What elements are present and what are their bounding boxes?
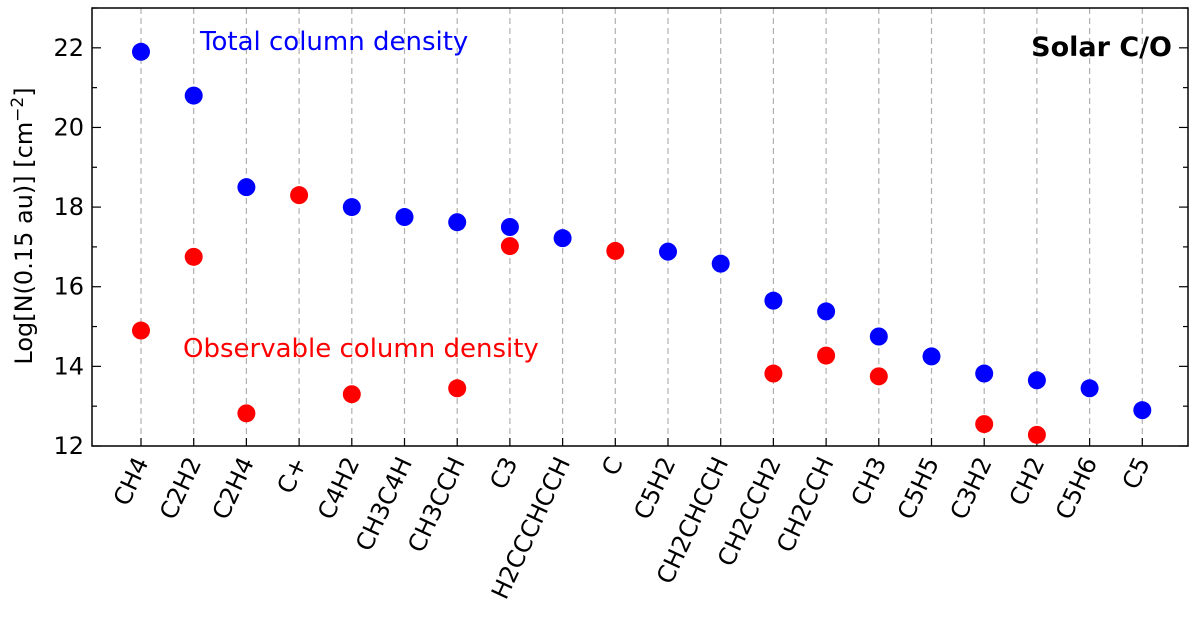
point-observable-ch2cch [817,346,836,365]
y-tick-label-16: 16 [53,273,84,301]
y-tick-label-18: 18 [53,193,84,221]
x-tick-label-c5: C5 [1117,453,1156,494]
point-total-ch3cch [448,213,467,232]
point-observable-c2h4 [237,404,256,423]
point-total-ch4 [132,42,150,61]
x-tick-label-c2h4: C2H4 [207,453,260,524]
point-total-c3 [500,218,519,236]
legend-total-label: Total column density [199,27,468,57]
point-total-ch2cch [817,302,836,321]
point-total-ch2cch2 [764,291,783,310]
x-tick-label-c4h2: C4H2 [312,453,365,524]
point-layer [132,42,1152,444]
point-observable-ch4 [132,321,150,340]
plot-frame [91,7,1189,447]
point-total-c4h2 [342,198,361,217]
x-tick-label-c5h6: C5H6 [1050,453,1103,524]
point-observable-ch3cch [448,379,467,398]
point-observable-c+ [290,186,309,205]
point-total-ch2chcch [711,254,730,273]
x-tick-label-c5h5: C5H5 [892,453,945,524]
point-observable-c4h2 [342,385,361,404]
point-total-ch3 [869,327,888,346]
point-total-c2h4 [237,178,256,197]
point-observable-ch2cch2 [764,364,783,383]
y-axis-title-main: Log[N(0.15 au)] [cm [10,122,38,365]
x-tick-label-ch3: CH3 [846,453,893,510]
point-total-c2h2 [184,86,203,105]
y-axis-title: Log[N(0.15 au)] [cm−2] [8,87,38,364]
x-tick-label-c2h2: C2H2 [154,453,207,524]
y-axis-title-end: ] [10,87,38,96]
point-observable-c3h2 [975,415,994,434]
point-total-c3h2 [975,364,994,383]
x-tick-label-ch2: CH2 [1004,453,1051,510]
x-tick-label-c3h2: C3H2 [945,453,998,524]
point-observable-c [606,241,625,260]
chart-title: Solar C/O [1031,32,1172,63]
point-total-c5h5 [922,347,941,366]
y-axis-title-sup: −2 [8,97,28,122]
point-observable-ch2 [1027,425,1046,444]
y-tick-label-22: 22 [53,34,84,62]
y-tick-label-14: 14 [53,352,84,380]
x-tick-label-ch4: CH4 [108,453,155,510]
grid-layer [140,8,1143,446]
point-total-h2ccchcch [553,229,572,248]
x-tick-label-c5h2: C5H2 [628,453,681,524]
point-total-c5h6 [1080,379,1099,398]
point-total-c5h2 [659,242,677,261]
x-tick-label-c+: C+ [272,453,313,498]
point-total-c5 [1133,401,1152,420]
point-observable-c3 [500,237,519,256]
x-tick-label-c3: C3 [484,453,523,494]
legend-observable-label: Observable column density [183,334,539,364]
point-total-ch3c4h [395,208,414,227]
tick-layer [92,7,1188,447]
y-tick-label-20: 20 [53,113,84,141]
y-tick-label-12: 12 [53,432,84,460]
point-observable-c2h2 [184,247,203,266]
point-observable-ch3 [869,367,888,386]
x-tick-label-c: C [596,453,628,480]
point-total-ch2 [1027,371,1046,390]
